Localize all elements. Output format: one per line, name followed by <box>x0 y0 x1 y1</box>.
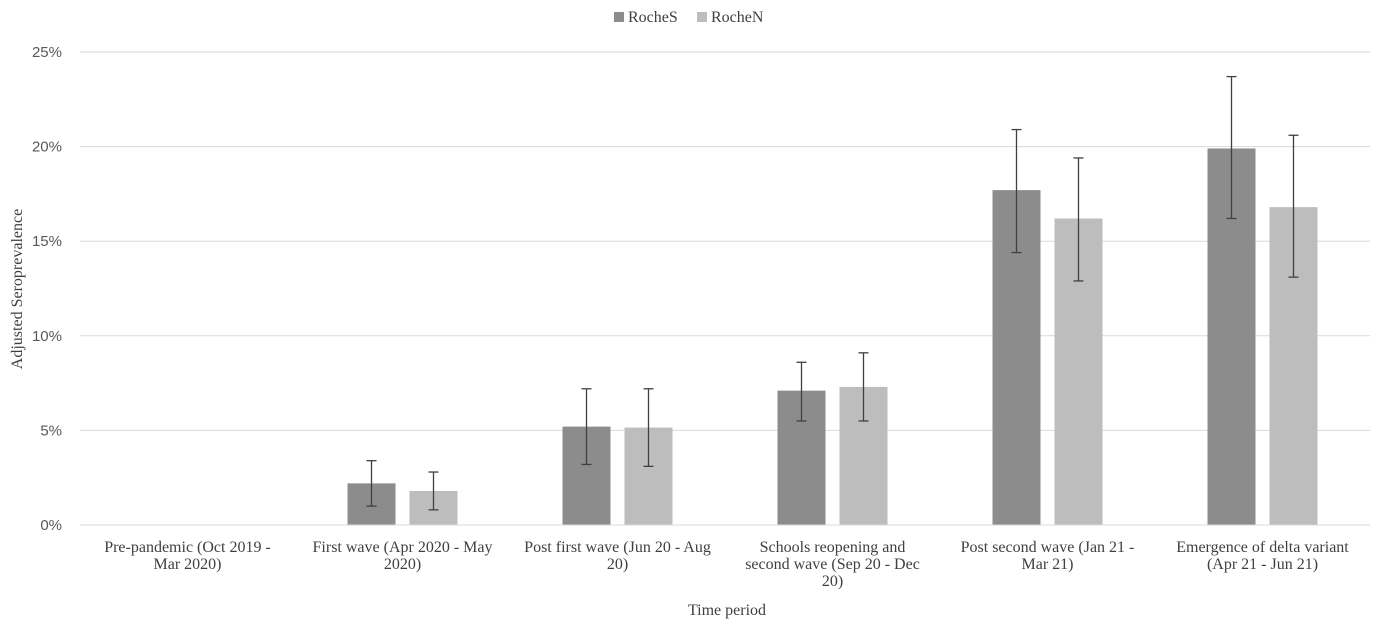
error-bar <box>796 361 807 422</box>
legend-label-rochen: RocheN <box>711 9 764 26</box>
x-axis-title: Time period <box>688 602 766 619</box>
x-tick-label: Post second wave (Jan 21 -Mar 21) <box>961 539 1135 573</box>
error-bar <box>1011 128 1022 254</box>
error-bar <box>1288 134 1299 278</box>
x-tick-label: Post first wave (Jun 20 - Aug 20) <box>524 539 711 573</box>
error-bar <box>1073 157 1084 282</box>
error-bar <box>858 352 869 422</box>
x-axis: Pre-pandemic (Oct 2019 -Mar 2020) First w… <box>80 524 1370 590</box>
error-bar <box>1226 75 1237 220</box>
y-tick-label: 15% <box>32 233 62 250</box>
legend: RocheS RocheN <box>614 9 764 26</box>
error-bars <box>366 75 1299 511</box>
x-tick-label: First wave (Apr 2020 - May 2020) <box>313 539 493 573</box>
y-axis-ticks: 0% 5% 10% 15% 20% 25% <box>32 44 62 534</box>
gridlines <box>80 51 1370 526</box>
error-bar <box>643 388 654 467</box>
y-tick-label: 5% <box>40 422 62 439</box>
x-tick-label: Schools reopening and second wave (Sep 20… <box>745 539 920 590</box>
y-tick-label: 10% <box>32 328 62 345</box>
x-tick-label: Pre-pandemic (Oct 2019 -Mar 2020) <box>104 539 271 573</box>
legend-swatch-rochen <box>697 12 707 22</box>
x-tick-label: Emergence of delta variant (Apr 21 - Jun … <box>1176 539 1349 573</box>
legend-swatch-roches <box>614 12 624 22</box>
y-tick-label: 20% <box>32 139 62 156</box>
error-bar <box>428 471 439 511</box>
y-tick-label: 25% <box>32 44 62 61</box>
bars <box>347 148 1318 526</box>
y-axis-title: Adjusted Seroprevalence <box>9 209 26 369</box>
y-tick-label: 0% <box>40 517 62 534</box>
error-bar <box>366 460 377 507</box>
legend-label-roches: RocheS <box>628 9 678 26</box>
error-bar <box>581 388 592 466</box>
